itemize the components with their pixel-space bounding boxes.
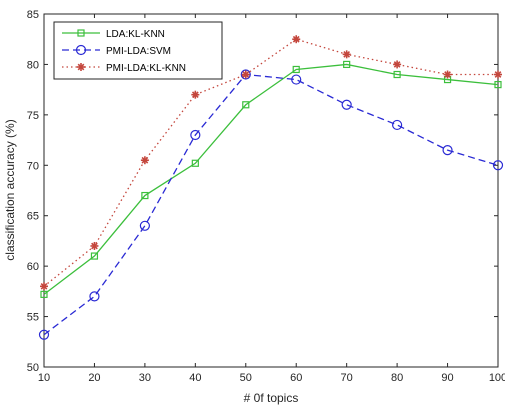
y-tick-label: 50: [27, 362, 39, 374]
y-axis-label: classification accuracy (%): [3, 119, 17, 260]
data-point: [240, 69, 251, 80]
x-tick-label: 30: [139, 372, 151, 384]
data-point: [90, 241, 99, 250]
y-tick-label: 65: [27, 211, 39, 223]
series-layer: [38, 35, 504, 340]
y-axis: 50 55 60 65 70 75 80 85: [27, 9, 498, 374]
data-point: [140, 156, 149, 165]
y-tick-label: 85: [27, 9, 39, 21]
data-point: [392, 119, 403, 131]
x-tick-label: 50: [240, 372, 252, 384]
data-point: [242, 101, 250, 109]
data-point: [492, 160, 504, 171]
data-point: [292, 35, 301, 44]
x-axis: 10 20 30 40 50 60 70 80 90 100: [38, 14, 505, 384]
data-point: [343, 60, 351, 69]
data-point: [494, 80, 502, 89]
legend-marker: [75, 44, 87, 56]
data-point: [40, 282, 48, 291]
x-tick-label: 40: [189, 372, 201, 384]
series-2: [38, 69, 504, 340]
x-tick-label: 80: [391, 372, 403, 384]
data-point: [494, 70, 502, 79]
data-point: [89, 291, 100, 302]
series-line: [43, 63, 499, 295]
y-tick-label: 75: [27, 110, 39, 122]
legend-marker: [77, 29, 85, 37]
y-tick-label: 55: [27, 312, 39, 324]
series-1: [40, 60, 502, 298]
series-line: [43, 73, 499, 336]
data-point: [38, 329, 50, 340]
data-point: [241, 70, 250, 79]
data-point: [190, 129, 201, 141]
legend-label: PMI-LDA:KL-KNN: [106, 63, 186, 74]
legend-label: LDA:KL-KNN: [106, 29, 165, 40]
data-point: [342, 50, 351, 59]
x-tick-label: 90: [441, 372, 453, 384]
legend-item: PMI-LDA:KL-KNN: [62, 63, 186, 74]
legend-item: PMI-LDA:SVM: [62, 44, 171, 57]
legend-label: PMI-LDA:SVM: [106, 46, 171, 57]
x-tick-label: 70: [341, 372, 353, 384]
series-3: [40, 35, 502, 291]
data-point: [191, 159, 199, 167]
data-point: [292, 65, 300, 74]
data-point: [40, 290, 48, 298]
x-tick-label: 100: [489, 372, 505, 384]
data-point: [141, 191, 149, 200]
legend-item: LDA:KL-KNN: [62, 29, 165, 40]
legend-box: [53, 21, 223, 80]
y-tick-label: 80: [27, 59, 39, 71]
data-point: [393, 70, 401, 79]
data-point: [443, 70, 452, 79]
y-tick-label: 60: [27, 261, 39, 273]
x-tick-label: 60: [290, 372, 302, 384]
legend: LDA:KL-KNN PMI-LDA:SVM PMI-LDA:KL-KNN: [53, 21, 223, 80]
x-axis-label: # 0f topics: [244, 391, 299, 405]
data-point: [291, 74, 302, 85]
data-point: [393, 60, 402, 69]
y-tick-label: 70: [27, 160, 39, 172]
data-point: [442, 145, 453, 156]
x-tick-label: 20: [88, 372, 100, 384]
data-point: [191, 90, 200, 99]
legend-marker: [77, 63, 85, 71]
data-point: [341, 99, 352, 110]
data-point: [90, 252, 99, 260]
x-tick-label: 10: [38, 372, 50, 384]
data-point: [139, 220, 150, 231]
